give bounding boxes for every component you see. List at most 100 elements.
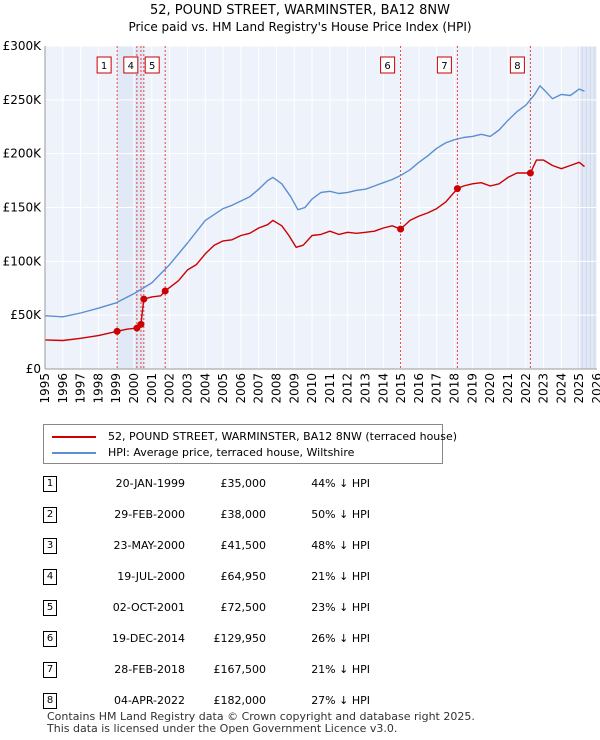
- chart-legend: 52, POUND STREET, WARMINSTER, BA12 8NW (…: [43, 424, 457, 464]
- legend-line-property: [52, 436, 96, 438]
- x-tick-label: 2018: [448, 373, 462, 404]
- transaction-hpi-diff: 48% ↓ HPI: [311, 539, 370, 552]
- price-chart: 52, POUND STREET, WARMINSTER, BA12 8NW Pr…: [3, 3, 600, 404]
- y-tick-label: £200K: [3, 147, 43, 161]
- footer-line-1: Contains HM Land Registry data © Crown c…: [47, 710, 475, 723]
- transaction-hpi-diff: 21% ↓ HPI: [311, 663, 370, 676]
- x-tick-label: 2002: [163, 373, 177, 404]
- sale-marker-label: 1: [101, 61, 107, 72]
- x-tick-label: 2006: [234, 373, 248, 404]
- sale-marker-label: 4: [128, 61, 134, 72]
- x-tick-label: 2009: [287, 373, 301, 404]
- x-tick-label: 2023: [537, 373, 551, 404]
- sale-marker-label: 7: [441, 61, 447, 72]
- y-tick-label: £50K: [10, 308, 42, 322]
- transaction-price: £182,000: [213, 694, 267, 707]
- table-row: 6 19-DEC-2014 £129,950 26% ↓ HPI: [0, 625, 600, 655]
- sale-point: [161, 287, 169, 295]
- y-tick-label: £100K: [3, 254, 43, 268]
- transaction-number: 4: [43, 569, 57, 585]
- chart-title: 52, POUND STREET, WARMINSTER, BA12 8NW: [150, 3, 450, 18]
- sale-point: [113, 327, 121, 335]
- x-tick-label: 2024: [554, 373, 568, 404]
- sale-marker-box: [96, 56, 112, 74]
- table-row: 8 04-APR-2022 £182,000 27% ↓ HPI: [0, 687, 600, 717]
- x-tick-label: 2013: [359, 373, 373, 404]
- table-row: 2 29-FEB-2000 £38,000 50% ↓ HPI: [0, 501, 600, 531]
- legend-label-hpi: HPI: Average price, terraced house, Wilt…: [108, 446, 355, 459]
- chart-subtitle: Price paid vs. HM Land Registry's House …: [128, 20, 471, 34]
- sale-point: [137, 320, 145, 328]
- x-tick-label: 2004: [198, 373, 212, 404]
- transaction-date: 02-OCT-2001: [112, 601, 185, 614]
- table-row: 7 28-FEB-2018 £167,500 21% ↓ HPI: [0, 656, 600, 686]
- transaction-date: 04-APR-2022: [113, 694, 185, 707]
- sale-marker-box: [380, 56, 396, 74]
- y-tick-label: £250K: [3, 93, 43, 107]
- x-tick-label: 2005: [216, 373, 230, 404]
- footer-attribution: Contains HM Land Registry data © Crown c…: [47, 711, 475, 735]
- x-tick-label: 2011: [323, 373, 337, 404]
- transaction-hpi-diff: 50% ↓ HPI: [311, 508, 370, 521]
- x-tick-label: 2026: [590, 373, 600, 404]
- transaction-number: 7: [43, 662, 57, 678]
- transaction-hpi-diff: 27% ↓ HPI: [311, 694, 370, 707]
- transaction-date: 29-FEB-2000: [114, 508, 185, 521]
- series-line: [44, 159, 585, 342]
- x-tick-label: 1997: [74, 373, 88, 404]
- series-line: [44, 85, 585, 318]
- sale-marker-label: 8: [514, 61, 520, 72]
- footer-line-2: This data is licensed under the Open Gov…: [47, 722, 398, 735]
- table-row: 3 23-MAY-2000 £41,500 48% ↓ HPI: [0, 532, 600, 562]
- x-tick-label: 1996: [56, 373, 70, 404]
- x-tick-label: 1998: [91, 373, 105, 404]
- sale-marker-label: 6: [384, 61, 390, 72]
- sale-marker-box: [436, 56, 452, 74]
- x-tick-label: 1995: [38, 373, 52, 404]
- x-tick-label: 2012: [341, 373, 355, 404]
- transaction-price: £38,000: [220, 508, 267, 521]
- table-row: 4 19-JUL-2000 £64,950 21% ↓ HPI: [0, 563, 600, 593]
- transaction-date: 19-JUL-2000: [117, 570, 185, 583]
- transaction-price: £72,500: [220, 601, 267, 614]
- sale-marker-box: [123, 56, 139, 74]
- transaction-date: 23-MAY-2000: [113, 539, 185, 552]
- y-tick-label: £150K: [3, 201, 43, 215]
- transaction-number: 1: [43, 476, 57, 492]
- transaction-price: £64,950: [220, 570, 267, 583]
- sale-marker-box: [144, 56, 160, 74]
- y-tick-label: £0: [26, 362, 41, 376]
- legend-label-property: 52, POUND STREET, WARMINSTER, BA12 8NW (…: [108, 430, 458, 443]
- x-tick-label: 2015: [394, 373, 408, 404]
- x-tick-label: 2022: [519, 373, 533, 404]
- x-tick-label: 2021: [501, 373, 515, 404]
- x-tick-label: 2020: [483, 373, 497, 404]
- x-tick-label: 2003: [180, 373, 194, 404]
- sale-point: [453, 185, 461, 193]
- table-row: 1 20-JAN-1999 £35,000 44% ↓ HPI: [0, 470, 600, 500]
- x-tick-label: 2017: [430, 373, 444, 404]
- x-tick-label: 2001: [145, 373, 159, 404]
- transaction-price: £41,500: [220, 539, 267, 552]
- transaction-hpi-diff: 26% ↓ HPI: [311, 632, 370, 645]
- transaction-date: 20-JAN-1999: [115, 477, 185, 490]
- sale-marker-box: [509, 56, 525, 74]
- table-row: 5 02-OCT-2001 £72,500 23% ↓ HPI: [0, 594, 600, 624]
- sale-point: [397, 225, 405, 233]
- transaction-number: 8: [43, 693, 57, 709]
- x-tick-label: 2000: [127, 373, 141, 404]
- x-tick-label: 2019: [465, 373, 479, 404]
- x-tick-label: 2007: [252, 373, 266, 404]
- sale-marker-label: 5: [149, 61, 155, 72]
- transaction-date: 28-FEB-2018: [114, 663, 185, 676]
- transaction-price: £35,000: [220, 477, 267, 490]
- x-tick-label: 2014: [376, 373, 390, 404]
- sale-point: [526, 169, 534, 177]
- transaction-hpi-diff: 23% ↓ HPI: [311, 601, 370, 614]
- transaction-number: 5: [43, 600, 57, 616]
- transaction-number: 6: [43, 631, 57, 647]
- y-tick-label: £300K: [3, 39, 43, 53]
- x-tick-label: 2016: [412, 373, 426, 404]
- transaction-date: 19-DEC-2014: [111, 632, 185, 645]
- transaction-hpi-diff: 44% ↓ HPI: [311, 477, 370, 490]
